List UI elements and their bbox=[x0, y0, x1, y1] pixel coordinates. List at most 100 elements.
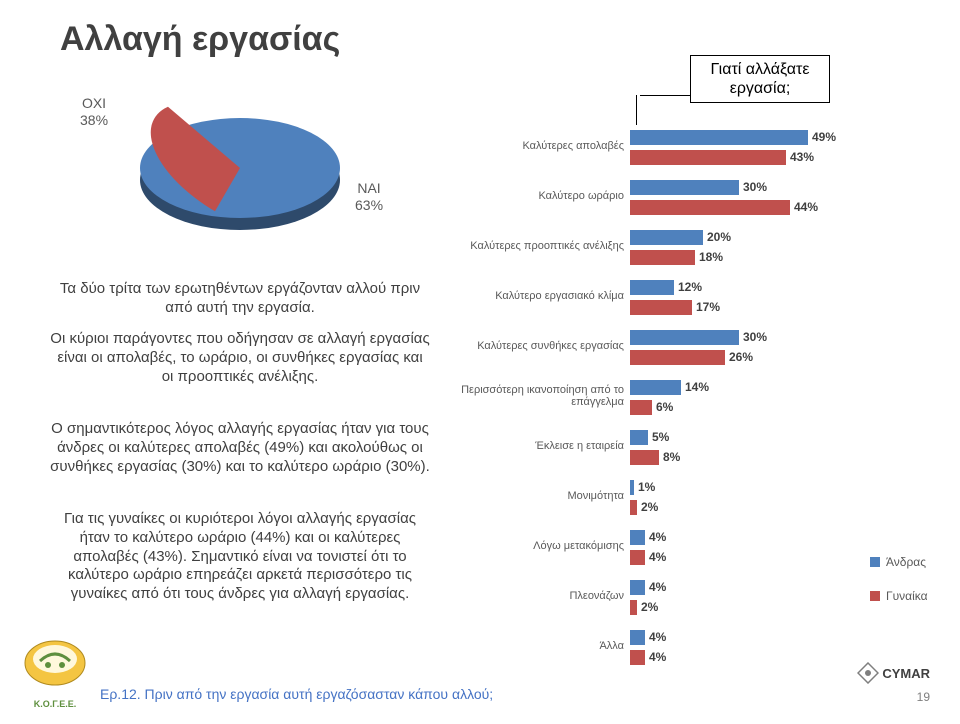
bar-track: 8% bbox=[630, 449, 840, 465]
bar-category-label: Έκλεισε η εταιρεία bbox=[460, 440, 630, 452]
brand-left-text: Κ.Ο.Γ.Ε.Ε. bbox=[20, 699, 90, 709]
bar bbox=[630, 480, 634, 495]
legend-male: Άνδρας bbox=[870, 555, 928, 569]
bar-row: Καλύτερες συνθήκες εργασίας30% bbox=[460, 328, 840, 346]
bar-category-label bbox=[460, 501, 630, 513]
bar-track: 4% bbox=[630, 629, 840, 645]
bar-group: Καλύτερες προοπτικές ανέλιξης20% 18% bbox=[460, 228, 840, 266]
bar bbox=[630, 430, 648, 445]
bar-category-label: Πλεονάζων bbox=[460, 590, 630, 602]
bar-track: 17% bbox=[630, 299, 840, 315]
bar-value: 8% bbox=[663, 449, 680, 465]
bar-track: 2% bbox=[630, 599, 840, 615]
bar-row: Καλύτερο εργασιακό κλίμα12% bbox=[460, 278, 840, 296]
bar-track: 26% bbox=[630, 349, 840, 365]
bar-chart-title-l1: Γιατί αλλάξατε bbox=[711, 61, 810, 78]
bar-category-label bbox=[460, 651, 630, 663]
bar-category-label bbox=[460, 301, 630, 313]
bar-track: 1% bbox=[630, 479, 840, 495]
bar-category-label: Περισσότερη ικανοποίηση από το επάγγελμα bbox=[460, 384, 630, 408]
bar-category-label: Καλύτερο εργασιακό κλίμα bbox=[460, 290, 630, 302]
bar-row: Λόγω μετακόμισης4% bbox=[460, 528, 840, 546]
bar bbox=[630, 630, 645, 645]
bar-category-label: Καλύτερες προοπτικές ανέλιξης bbox=[460, 240, 630, 252]
pie-chart bbox=[120, 100, 360, 250]
page-number: 19 bbox=[917, 690, 930, 704]
bar-category-label: Άλλα bbox=[460, 640, 630, 652]
bar-category-label: Καλύτερο ωράριο bbox=[460, 190, 630, 202]
bar-category-label: Λόγω μετακόμισης bbox=[460, 540, 630, 552]
bar bbox=[630, 300, 692, 315]
bar-value: 20% bbox=[707, 229, 731, 245]
bar-value: 6% bbox=[656, 399, 673, 415]
bar bbox=[630, 200, 790, 215]
bar-track: 4% bbox=[630, 579, 840, 595]
bar-track: 6% bbox=[630, 399, 840, 415]
brand-left: Κ.Ο.Γ.Ε.Ε. bbox=[20, 639, 90, 709]
bar-category-label bbox=[460, 151, 630, 163]
bar-row: Περισσότερη ικανοποίηση από το επάγγελμα… bbox=[460, 378, 840, 396]
bar-chart: Καλύτερες απολαβές49% 43%Καλύτερο ωράριο… bbox=[460, 128, 840, 666]
bar-track: 4% bbox=[630, 549, 840, 565]
bar-value: 18% bbox=[699, 249, 723, 265]
bar-track: 18% bbox=[630, 249, 840, 265]
bar-value: 4% bbox=[649, 529, 666, 545]
bar-track: 49% bbox=[630, 129, 840, 145]
bar-value: 14% bbox=[685, 379, 709, 395]
bar-group: Έκλεισε η εταιρεία5% 8% bbox=[460, 428, 840, 466]
pie-label-yes: ΝΑΙ 63% bbox=[355, 180, 383, 214]
bar-value: 4% bbox=[649, 649, 666, 665]
pie-no-val: 38% bbox=[80, 112, 108, 128]
bar-row: Έκλεισε η εταιρεία5% bbox=[460, 428, 840, 446]
bar-chart-title: Γιατί αλλάξατε εργασία; bbox=[690, 55, 830, 103]
bar-value: 26% bbox=[729, 349, 753, 365]
pie-svg bbox=[120, 100, 360, 250]
bar-row: Πλεονάζων4% bbox=[460, 578, 840, 596]
legend-label-female: Γυναίκα bbox=[886, 589, 928, 603]
bar-category-label: Καλύτερες συνθήκες εργασίας bbox=[460, 340, 630, 352]
cymar-icon bbox=[857, 662, 879, 684]
paragraph-1: Τα δύο τρίτα των ερωτηθέντων εργάζονταν … bbox=[50, 280, 430, 318]
bar-row: Μονιμότητα1% bbox=[460, 478, 840, 496]
legend-swatch-male bbox=[870, 557, 880, 567]
bar bbox=[630, 600, 637, 615]
bar bbox=[630, 580, 645, 595]
bar-group: Καλύτερο εργασιακό κλίμα12% 17% bbox=[460, 278, 840, 316]
kogee-icon bbox=[20, 639, 90, 694]
bar-category-label bbox=[460, 201, 630, 213]
pie-label-no: ΟΧΙ 38% bbox=[80, 95, 108, 129]
bar-value: 30% bbox=[743, 329, 767, 345]
legend-swatch-female bbox=[870, 591, 880, 601]
bar-group: Καλύτερο ωράριο30% 44% bbox=[460, 178, 840, 216]
bar-row: Άλλα4% bbox=[460, 628, 840, 646]
brand-right: CYMAR bbox=[857, 662, 930, 684]
bar-value: 2% bbox=[641, 599, 658, 615]
bar-value: 1% bbox=[638, 479, 655, 495]
bar-value: 5% bbox=[652, 429, 669, 445]
bar-category-label bbox=[460, 551, 630, 563]
bar bbox=[630, 400, 652, 415]
bar-row: Καλύτερες προοπτικές ανέλιξης20% bbox=[460, 228, 840, 246]
bar bbox=[630, 280, 674, 295]
bar-category-label: Μονιμότητα bbox=[460, 490, 630, 502]
bar-track: 20% bbox=[630, 229, 840, 245]
leader-line-v bbox=[636, 95, 637, 125]
bar bbox=[630, 650, 645, 665]
brand-right-text: CYMAR bbox=[882, 666, 930, 681]
slide-title: Αλλαγή εργασίας bbox=[60, 20, 920, 59]
bar-group: Καλύτερες συνθήκες εργασίας30% 26% bbox=[460, 328, 840, 366]
pie-yes-val: 63% bbox=[355, 197, 383, 213]
bar bbox=[630, 350, 725, 365]
bar bbox=[630, 180, 739, 195]
bar-track: 14% bbox=[630, 379, 840, 395]
bar-value: 4% bbox=[649, 549, 666, 565]
bar bbox=[630, 130, 808, 145]
bar-track: 44% bbox=[630, 199, 840, 215]
bar-row: Καλύτερες απολαβές49% bbox=[460, 128, 840, 146]
pie-no-text: ΟΧΙ bbox=[82, 95, 106, 111]
bar-value: 17% bbox=[696, 299, 720, 315]
bar-value: 4% bbox=[649, 579, 666, 595]
bar bbox=[630, 230, 703, 245]
leader-line bbox=[640, 95, 690, 96]
bar bbox=[630, 450, 659, 465]
